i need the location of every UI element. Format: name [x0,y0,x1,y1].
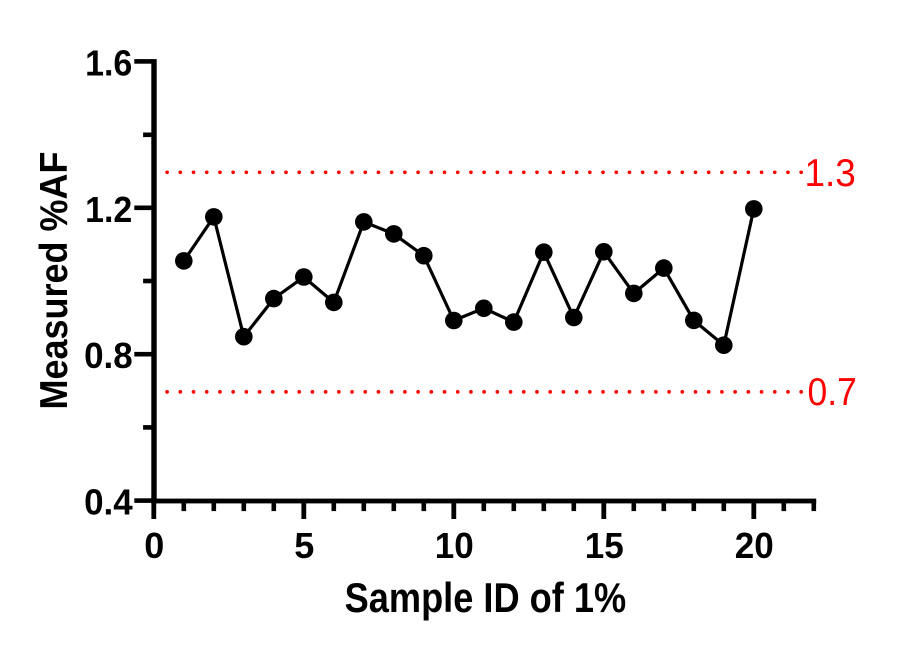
svg-text:10: 10 [435,525,474,566]
svg-text:Sample ID of 1%: Sample ID of 1% [345,574,627,621]
svg-text:0.8: 0.8 [84,335,133,376]
svg-text:15: 15 [585,525,624,566]
svg-text:0.4: 0.4 [84,482,133,523]
svg-text:1.2: 1.2 [85,189,132,230]
svg-text:5: 5 [294,525,314,566]
svg-text:20: 20 [735,525,774,566]
svg-text:1.3: 1.3 [805,151,856,195]
svg-text:Measured %AF: Measured %AF [32,152,76,410]
svg-text:0: 0 [144,525,164,566]
svg-text:0.7: 0.7 [808,370,857,414]
svg-text:1.6: 1.6 [85,42,132,83]
